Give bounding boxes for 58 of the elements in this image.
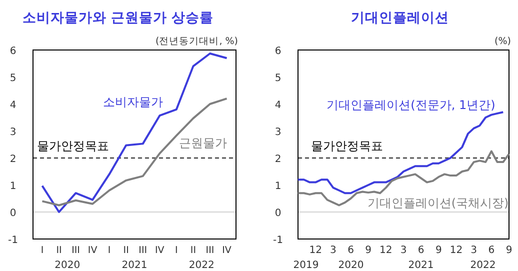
line-series [297,111,504,194]
chart-title: 기대인플레이션 [351,10,449,26]
y-tick-label: 2 [274,154,282,165]
text: 2022 [188,260,214,271]
x-tick-label: 3 [330,245,336,256]
y-tick-label: -1 [273,235,283,246]
x-tick-label: 6 [418,245,424,256]
x-tick-label: II [123,245,129,256]
x-tick-label: II [56,245,62,256]
y-tick-label: -1 [8,235,18,246]
y-tick-label: 6 [274,46,282,57]
text: 2022 [470,260,496,271]
x-tick-label: 6 [348,245,354,256]
y-tick-label: 0 [274,208,282,219]
chart-title: 소비자물가와 근원물가 상승률 [22,10,214,26]
x-tick-label: 6 [488,245,495,256]
x-tick-label: 9 [506,245,512,256]
x-tick-label: IV [88,245,98,256]
series-label: 소비자물가 [103,95,163,109]
y-tick-label: 5 [10,73,16,84]
x-tick-label: 9 [365,245,372,256]
series-label: 근원물가 [179,136,227,150]
x-tick-label: I [108,245,111,256]
y-tick-label: 3 [274,127,282,138]
text: 2020 [338,260,364,271]
series-label: 기대인플레이션(국채시장) [367,196,509,210]
x-tick-label: II [190,245,196,256]
text: 2019 [293,260,319,271]
y-tick-label: 4 [274,100,282,111]
series-label: 기대인플레이션(전문가, 1년간) [326,98,496,112]
x-tick-label: III [206,245,214,256]
y-tick-label: 0 [10,208,16,219]
x-tick-label: IV [222,245,232,256]
y-tick-label: 4 [10,100,16,111]
ref-line-label: 물가안정목표 [311,139,383,153]
text: 2021 [408,260,434,271]
y-tick-label: 2 [10,154,16,165]
x-tick-label: 12 [309,245,322,256]
x-tick-label: III [72,245,80,256]
x-tick-label: 9 [435,245,442,256]
y-tick-label: 5 [274,73,282,84]
x-tick-label: 3 [400,245,407,256]
x-tick-label: 3 [470,245,478,256]
text: 2020 [54,260,80,271]
x-tick-label: 12 [380,245,392,256]
y-tick-label: 6 [10,46,16,57]
y-tick-label: 1 [274,181,282,192]
ref-line-label: 물가안정목표 [37,139,109,153]
x-tick-label: III [138,245,148,256]
y-axis-title: (%) [494,36,511,47]
x-tick-label: I [40,245,44,256]
y-tick-label: 1 [10,181,16,192]
y-axis-title: (전년동기대비, %) [156,36,238,47]
y-tick-label: 3 [10,127,16,138]
text: 2021 [122,260,148,271]
x-tick-label: I [175,245,178,256]
x-tick-label: 12 [450,245,463,256]
x-tick-label: IV [155,245,165,256]
